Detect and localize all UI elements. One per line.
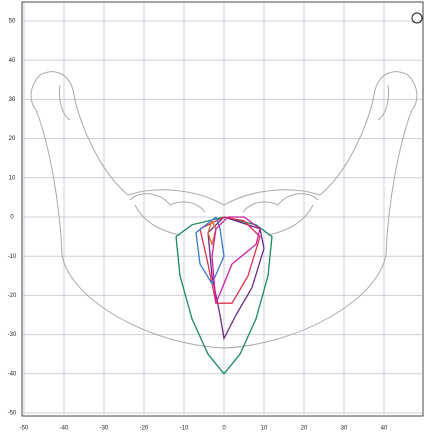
y-tick-label: 10 [9, 175, 16, 181]
trace-line [207, 216, 265, 341]
x-tick-label: 10 [261, 426, 268, 432]
x-tick-label: 30 [341, 426, 348, 432]
settings-icon[interactable] [411, 12, 423, 24]
y-tick-label: 30 [9, 97, 16, 103]
y-tick-label: 40 [9, 58, 16, 64]
x-tick-label: -50 [20, 426, 29, 432]
y-tick-label: 20 [9, 136, 16, 142]
jaw-outline [30, 71, 418, 349]
trace-line [211, 216, 261, 304]
y-tick-label: 0 [10, 215, 14, 221]
y-tick-label: -40 [8, 371, 17, 377]
x-tick-label: -10 [180, 426, 189, 432]
y-tick-label: -20 [8, 293, 17, 299]
plot-frame [21, 1, 424, 417]
x-tick-label: 0 [222, 426, 226, 432]
traces [175, 216, 273, 375]
trace-line [207, 220, 217, 247]
x-tick-label: 20 [301, 426, 308, 432]
grid [23, 3, 422, 415]
y-tick-label: -10 [8, 254, 17, 260]
y-tick-label: 50 [9, 19, 16, 25]
y-tick-label: -30 [8, 332, 17, 338]
x-tick-label: -30 [100, 426, 109, 432]
x-tick-label: -40 [60, 426, 69, 432]
y-tick-label: -50 [8, 411, 17, 417]
x-tick-label: 40 [381, 426, 388, 432]
x-tick-label: -20 [140, 426, 149, 432]
trace-line [199, 216, 261, 304]
trace-line [195, 216, 225, 286]
